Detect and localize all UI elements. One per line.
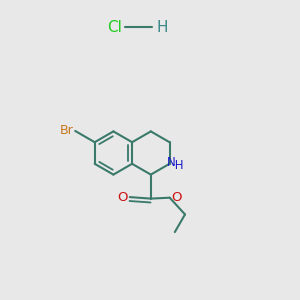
- Text: ·H: ·H: [172, 159, 184, 172]
- Text: Cl: Cl: [106, 20, 122, 34]
- Text: O: O: [172, 191, 182, 204]
- Text: H: H: [156, 20, 167, 34]
- Text: N: N: [167, 156, 176, 169]
- Text: O: O: [118, 190, 128, 204]
- Text: Br: Br: [60, 124, 74, 137]
